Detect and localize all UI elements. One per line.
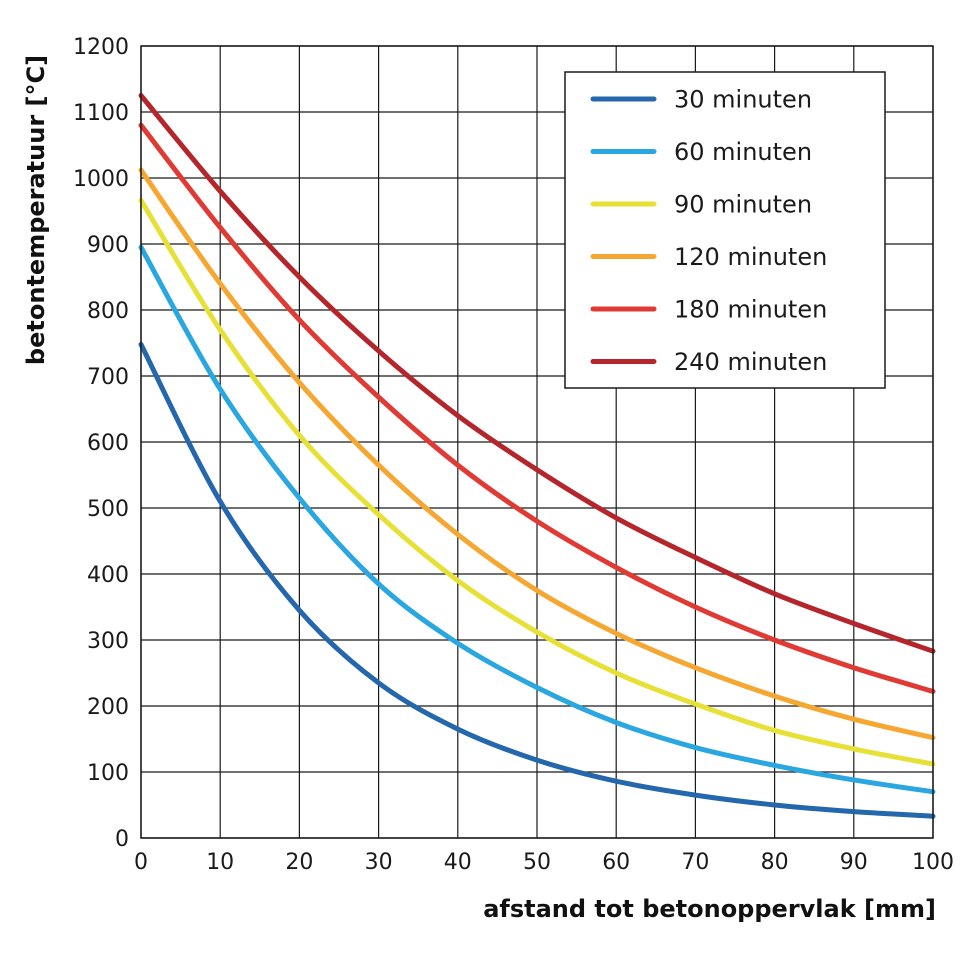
series-line-90-minuten [138, 197, 936, 767]
x-tick-label: 10 [206, 850, 234, 875]
series-line-30-minuten [138, 341, 936, 819]
y-axis-title: betontemperatuur [°C] [22, 55, 50, 365]
y-tick-label: 800 [87, 299, 129, 324]
series-line-60-minuten [138, 244, 936, 795]
series-line-180-minuten [138, 122, 936, 694]
x-tick-label: 20 [285, 850, 313, 875]
y-tick-label: 200 [87, 695, 129, 720]
x-tick-label: 0 [134, 850, 148, 875]
x-tick-label: 40 [444, 850, 472, 875]
legend: 30 minuten 60 minuten 90 minuten 120 minute… [564, 71, 886, 389]
legend-label: 90 minuten [674, 191, 812, 219]
y-tick-label: 700 [87, 365, 129, 390]
x-tick-label: 100 [912, 850, 954, 875]
tick-labels: 0 10 20 30 40 50 60 70 80 90 100010020030040050060… [73, 35, 954, 875]
legend-label: 180 minuten [674, 296, 827, 324]
y-tick-label: 1200 [73, 35, 129, 60]
y-tick-label: 400 [87, 563, 129, 588]
y-tick-label: 900 [87, 233, 129, 258]
legend-label: 30 minuten [674, 86, 812, 114]
legend-label: 120 minuten [674, 243, 827, 271]
x-tick-label: 90 [840, 850, 868, 875]
y-tick-label: 500 [87, 497, 129, 522]
legend-box [564, 71, 886, 389]
series-lines [138, 93, 936, 819]
y-tick-label: 1000 [73, 167, 129, 192]
x-tick-label: 50 [523, 850, 551, 875]
x-axis-title: afstand tot betonoppervlak [mm] [483, 895, 936, 923]
plot-frame [140, 45, 934, 839]
y-tick-label: 100 [87, 761, 129, 786]
legend-label: 240 minuten [674, 348, 827, 376]
series-line-120-minuten [138, 167, 936, 741]
y-tick-label: 1100 [73, 101, 129, 126]
y-tick-label: 600 [87, 431, 129, 456]
x-tick-label: 80 [761, 850, 789, 875]
x-tick-label: 60 [602, 850, 630, 875]
y-tick-label: 0 [115, 827, 129, 852]
legend-label: 60 minuten [674, 138, 812, 166]
series-line-240-minuten [138, 93, 936, 654]
y-tick-label: 300 [87, 629, 129, 654]
x-tick-label: 70 [681, 850, 709, 875]
x-tick-label: 30 [365, 850, 393, 875]
